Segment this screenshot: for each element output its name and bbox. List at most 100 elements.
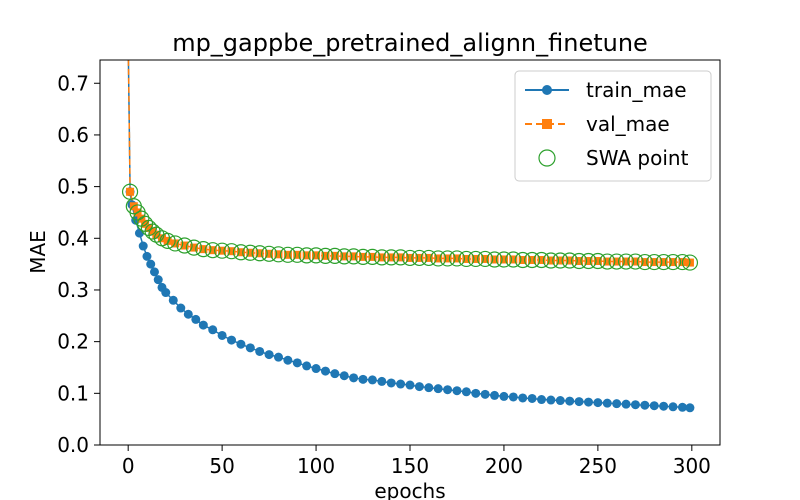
train-mae-point (508, 392, 518, 402)
train-mae-point (499, 391, 509, 401)
train-mae-point (396, 379, 406, 389)
train-mae-point (191, 314, 201, 324)
train-mae-point (593, 398, 603, 408)
swa-point (439, 250, 456, 267)
swa-point (627, 253, 644, 270)
val-mae-point (650, 258, 659, 267)
train-mae-point (134, 228, 144, 238)
train-mae-point (443, 385, 453, 395)
val-mae-point (330, 251, 339, 260)
val-mae-point (302, 251, 311, 260)
val-mae-point (471, 254, 480, 263)
swa-point (167, 235, 184, 252)
train-mae-point (649, 401, 659, 411)
train-mae-point (386, 378, 396, 388)
y-tick-label: 0.5 (57, 175, 89, 199)
val-mae-point (274, 250, 283, 259)
train-mae-point (583, 397, 593, 407)
swa-point (326, 247, 343, 264)
x-tick-label: 200 (485, 454, 523, 478)
train-mae-point (685, 403, 695, 413)
val-mae-point (612, 257, 621, 266)
swa-point (646, 253, 663, 271)
swa-point (411, 249, 428, 267)
swa-point (204, 242, 221, 259)
legend-train-label: train_mae (586, 78, 687, 102)
train-mae-point (339, 371, 349, 381)
swa-point (514, 251, 531, 269)
swa-point (242, 244, 259, 261)
val-mae-point (443, 254, 452, 263)
val-mae-point (368, 252, 377, 261)
y-tick-label: 0.2 (57, 330, 89, 354)
swa-point (458, 250, 475, 268)
val-mae-point (283, 250, 292, 259)
swa-point (533, 251, 550, 269)
val-mae-point (227, 247, 236, 256)
train-mae-point (433, 384, 443, 394)
train-mae-point (283, 355, 293, 365)
swa-point (420, 249, 437, 267)
val-mae-point (349, 252, 358, 261)
val-mae-point (575, 257, 584, 266)
val-mae-point (424, 253, 433, 262)
val-mae-point (565, 256, 574, 265)
swa-point (608, 253, 625, 270)
swa-point (570, 252, 588, 270)
swa-point (336, 248, 353, 265)
val-mae-point (359, 252, 368, 261)
val-mae-point (208, 246, 217, 255)
legend-swa-label: SWA point (586, 146, 689, 170)
train-mae-point (527, 393, 537, 403)
swa-point (195, 241, 212, 258)
train-mae-point (153, 275, 163, 285)
swa-point (486, 251, 503, 268)
train-mae-point (555, 396, 565, 406)
swa-point (345, 248, 362, 265)
val-mae-point (452, 254, 461, 263)
swa-point (430, 250, 447, 267)
y-tick-label: 0.7 (57, 71, 89, 95)
val-mae-point (528, 255, 537, 264)
train-mae-point (574, 397, 584, 407)
val-mae-point (546, 256, 555, 265)
val-mae-point (265, 249, 274, 258)
train-mae-point (124, 37, 133, 46)
swa-point (392, 249, 409, 266)
train-mae-point (138, 241, 148, 251)
val-mae-point (415, 253, 424, 262)
train-mae-point (518, 393, 528, 403)
train-mae-point (602, 398, 612, 408)
train-mae-point (161, 288, 171, 298)
x-tick-label: 150 (391, 454, 429, 478)
train-mae-point (537, 395, 547, 405)
train-mae-point (659, 401, 669, 411)
val-mae-point (246, 248, 255, 257)
swa-point (448, 250, 466, 267)
val-mae-point (293, 250, 302, 259)
val-mae-point (126, 187, 135, 196)
train-mae-point (330, 369, 340, 379)
train-mae-point (349, 373, 359, 383)
swa-point (599, 253, 616, 270)
x-tick-label: 0 (122, 454, 135, 478)
val-mae-point (396, 253, 405, 262)
swa-point (232, 244, 250, 261)
val-mae-point (499, 255, 508, 264)
train-mae-point (320, 366, 330, 376)
swa-point (223, 243, 240, 260)
val-mae-point (387, 253, 396, 262)
train-mae-point (217, 330, 227, 340)
swa-point (251, 245, 268, 262)
train-mae-point (292, 358, 302, 368)
swa-point (589, 252, 606, 270)
train-mae-point (198, 320, 208, 330)
val-mae-point (659, 258, 668, 267)
swa-point (561, 252, 578, 269)
y-tick-label: 0.0 (57, 433, 89, 457)
x-tick-label: 300 (673, 454, 711, 478)
train-mae-point (461, 387, 471, 397)
train-mae-point (546, 395, 556, 405)
val-mae-point (141, 219, 150, 228)
